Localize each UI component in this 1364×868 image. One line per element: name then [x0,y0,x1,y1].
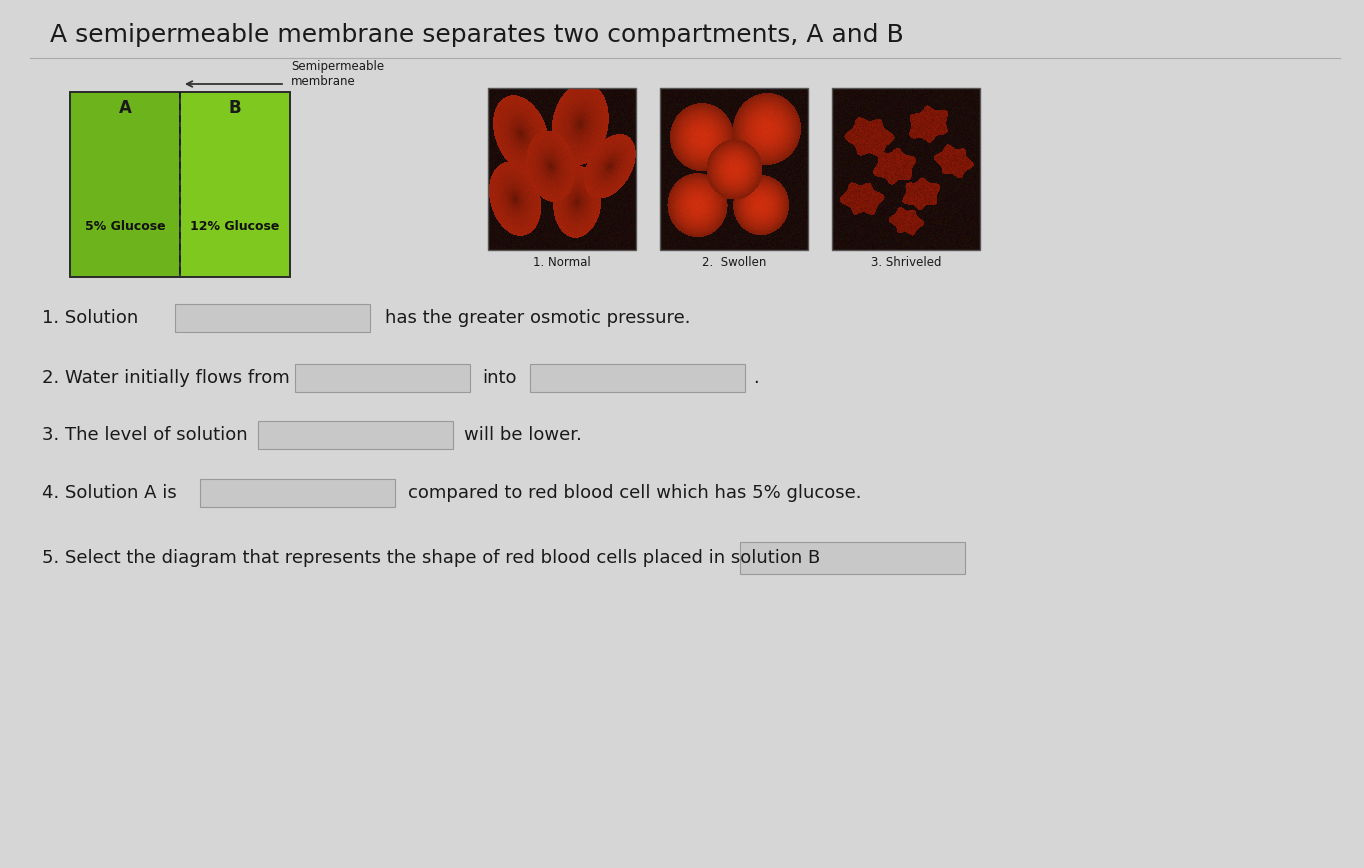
Bar [70,92,291,277]
Text: 3. The level of solution: 3. The level of solution [42,426,248,444]
Text: Semipermeable
membrane: Semipermeable membrane [291,60,385,88]
Text: 5. Select the diagram that represents the shape of red blood cells placed in sol: 5. Select the diagram that represents th… [42,549,820,567]
Bar [295,364,471,392]
Bar [70,92,180,277]
Bar [175,304,370,332]
Bar [660,88,807,250]
Text: 1. Solution: 1. Solution [42,309,138,327]
Text: 1. Normal: 1. Normal [533,257,591,269]
Bar [201,479,396,507]
Bar [741,542,964,574]
Bar [531,364,745,392]
Text: A semipermeable membrane separates two compartments, A and B: A semipermeable membrane separates two c… [50,23,904,47]
Text: .: . [753,369,758,387]
Text: will be lower.: will be lower. [464,426,582,444]
Bar [258,421,453,449]
Text: 2. Water initially flows from: 2. Water initially flows from [42,369,289,387]
Text: 12% Glucose: 12% Glucose [191,220,280,233]
Text: compared to red blood cell which has 5% glucose.: compared to red blood cell which has 5% … [408,484,862,502]
Text: A: A [119,99,131,117]
Text: 5% Glucose: 5% Glucose [85,220,165,233]
Text: 2.  Swollen: 2. Swollen [702,257,767,269]
Text: has the greater osmotic pressure.: has the greater osmotic pressure. [385,309,690,327]
Bar [488,88,636,250]
Text: 4. Solution A is: 4. Solution A is [42,484,177,502]
Bar [180,92,291,277]
Bar [832,88,979,250]
Text: into: into [481,369,517,387]
Text: 3. Shriveled: 3. Shriveled [870,257,941,269]
Text: B: B [229,99,241,117]
